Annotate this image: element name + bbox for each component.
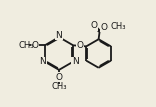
Text: CH₃: CH₃ [51, 82, 67, 91]
Text: N: N [39, 57, 46, 66]
Text: N: N [56, 31, 62, 40]
Text: CH₃: CH₃ [18, 41, 34, 50]
Text: N: N [72, 57, 78, 66]
Text: O: O [32, 41, 39, 50]
Text: O: O [56, 73, 63, 82]
Text: O: O [76, 41, 83, 50]
Text: O: O [91, 21, 98, 30]
Text: CH₃: CH₃ [110, 22, 126, 31]
Text: O: O [100, 23, 107, 32]
